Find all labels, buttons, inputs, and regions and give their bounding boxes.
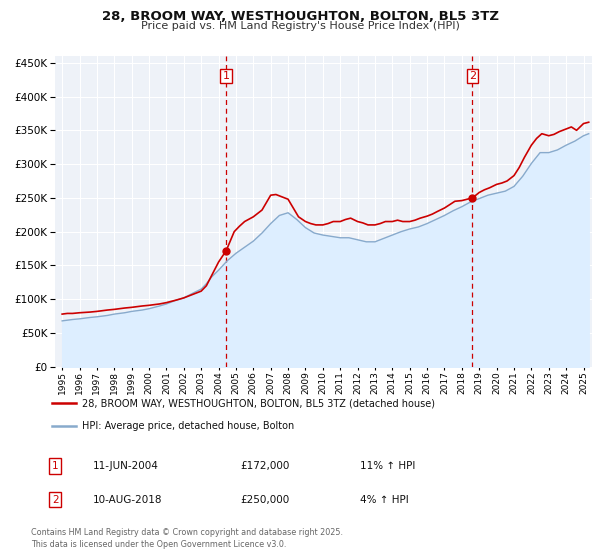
Text: 2: 2 bbox=[52, 494, 59, 505]
Text: 1: 1 bbox=[52, 461, 59, 471]
Text: £250,000: £250,000 bbox=[240, 494, 289, 505]
Text: 11-JUN-2004: 11-JUN-2004 bbox=[93, 461, 159, 471]
Text: £172,000: £172,000 bbox=[240, 461, 289, 471]
Text: Price paid vs. HM Land Registry's House Price Index (HPI): Price paid vs. HM Land Registry's House … bbox=[140, 21, 460, 31]
Text: 28, BROOM WAY, WESTHOUGHTON, BOLTON, BL5 3TZ: 28, BROOM WAY, WESTHOUGHTON, BOLTON, BL5… bbox=[101, 10, 499, 23]
Text: 2: 2 bbox=[469, 71, 476, 81]
Text: 11% ↑ HPI: 11% ↑ HPI bbox=[360, 461, 415, 471]
Text: 1: 1 bbox=[223, 71, 230, 81]
Text: 28, BROOM WAY, WESTHOUGHTON, BOLTON, BL5 3TZ (detached house): 28, BROOM WAY, WESTHOUGHTON, BOLTON, BL5… bbox=[82, 398, 435, 408]
Text: HPI: Average price, detached house, Bolton: HPI: Average price, detached house, Bolt… bbox=[82, 421, 295, 431]
Text: 4% ↑ HPI: 4% ↑ HPI bbox=[360, 494, 409, 505]
Text: 10-AUG-2018: 10-AUG-2018 bbox=[93, 494, 163, 505]
Text: Contains HM Land Registry data © Crown copyright and database right 2025.
This d: Contains HM Land Registry data © Crown c… bbox=[31, 528, 343, 549]
